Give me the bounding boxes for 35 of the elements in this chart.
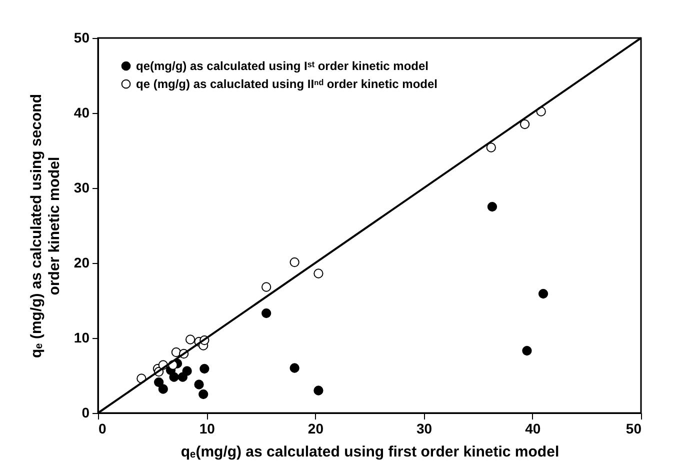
x-tick-label: 20	[308, 420, 324, 436]
point	[520, 119, 530, 130]
point	[538, 288, 548, 299]
point	[154, 377, 164, 388]
point	[314, 386, 324, 396]
point	[486, 142, 496, 152]
point	[169, 372, 179, 382]
y-tick-label: 0	[82, 404, 90, 420]
point	[194, 380, 204, 390]
point	[185, 334, 196, 344]
point	[487, 202, 498, 212]
x-axis-title: qₑ(mg/g) as calculated using first order kinetic model	[180, 444, 560, 460]
point	[198, 389, 208, 400]
x-tick-label: 10	[199, 420, 216, 436]
point	[182, 366, 192, 376]
x-tick-label: 40	[525, 420, 541, 436]
point	[262, 308, 272, 318]
legend-label: qe (mg/g) as caluclated using IIⁿᵈ order kinetic model	[136, 77, 438, 91]
y-tick-label: 30	[74, 180, 90, 196]
point	[158, 384, 168, 394]
x-tick-label: 0	[98, 420, 106, 436]
point	[290, 363, 300, 373]
y-tick-label: 40	[74, 104, 90, 120]
x-tick-label: 50	[626, 420, 642, 436]
y-tick-label: 50	[74, 30, 90, 46]
point	[522, 346, 532, 356]
y-tick-label: 10	[74, 330, 90, 346]
point	[290, 257, 300, 268]
point	[262, 282, 272, 292]
point	[314, 268, 324, 278]
y-tick-label: 20	[74, 254, 90, 270]
x-tick-label: 30	[416, 420, 432, 436]
y-axis-title: qₑ (mg/g) as calculated using second order kinetic model	[28, 94, 63, 358]
point	[200, 364, 210, 374]
legend-label: qe(mg/g) as calculated using Iˢᵗ order kinetic model	[136, 59, 429, 73]
